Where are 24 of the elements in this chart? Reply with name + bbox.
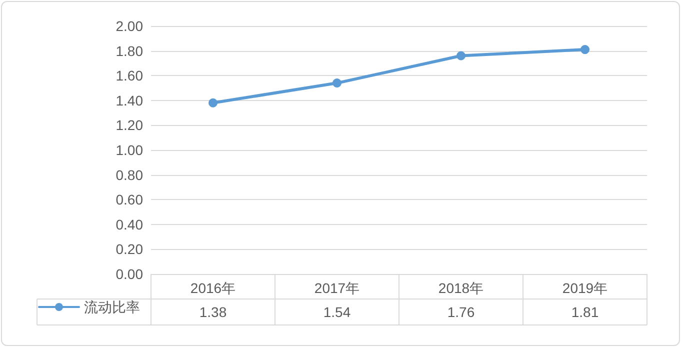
data-label: 1.76: [447, 304, 475, 320]
data-label: 1.54: [323, 304, 351, 320]
x-tick-label: 2016年: [190, 280, 236, 296]
text: 1.40: [116, 92, 143, 108]
text: 1.00: [116, 142, 143, 158]
x-tick-label: 2018年: [438, 280, 484, 296]
point: [332, 78, 342, 88]
point: [208, 98, 218, 108]
data-label: 1.81: [571, 304, 599, 320]
text: 0.20: [116, 241, 143, 258]
text: 0.40: [116, 216, 143, 232]
text: 0.60: [116, 192, 143, 208]
legend-label: 流动比率: [84, 299, 140, 315]
point: [580, 45, 590, 54]
x-tick-label: 2019年: [562, 280, 608, 296]
text: 0.00: [116, 266, 143, 282]
text: 2.00: [116, 18, 143, 34]
x-tick-label: 2017年: [314, 280, 360, 296]
text: 1.80: [116, 42, 143, 59]
text: 0.80: [116, 166, 143, 183]
text: 1.20: [116, 117, 143, 134]
text: 1.60: [116, 68, 143, 84]
point: [456, 51, 466, 60]
data-label: 1.38: [199, 304, 227, 320]
